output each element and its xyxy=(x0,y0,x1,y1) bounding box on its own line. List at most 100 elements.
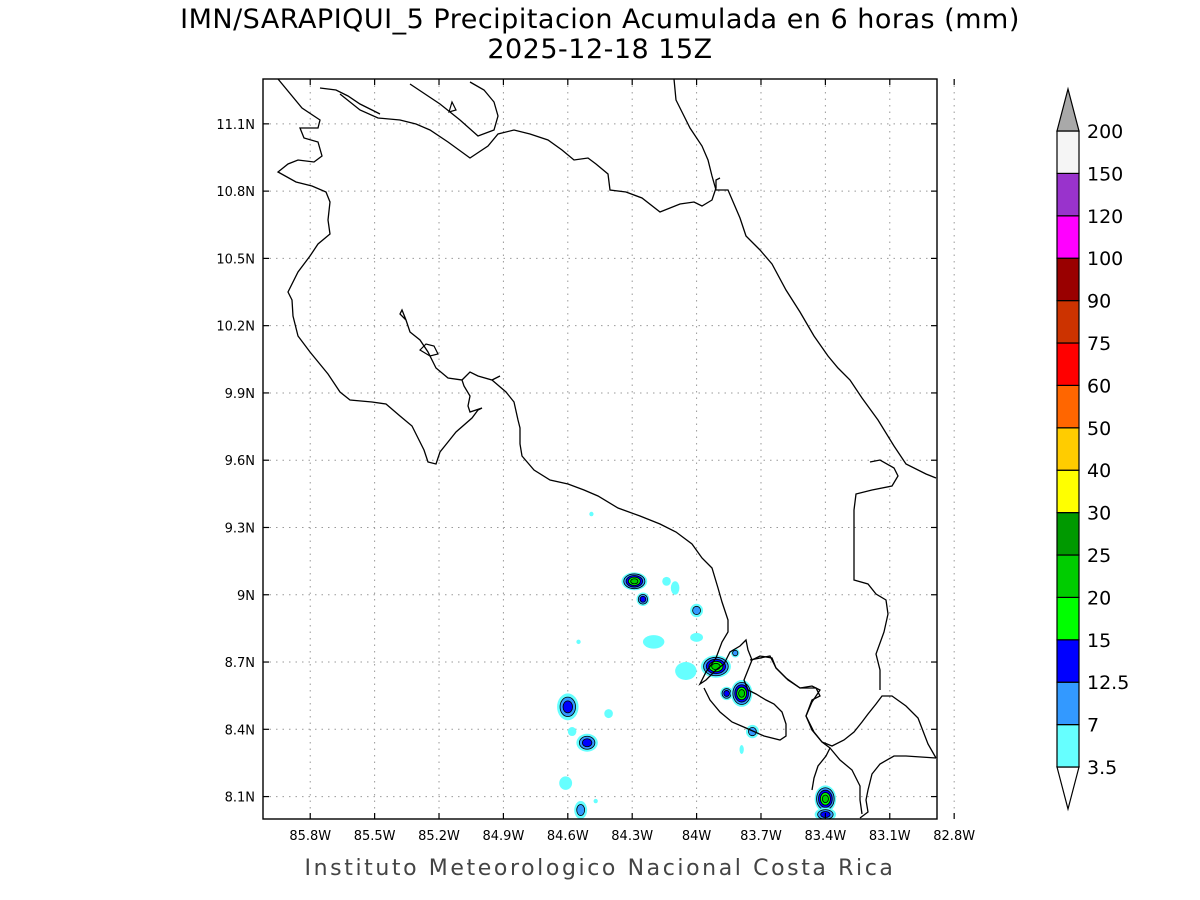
lat-tick-label: 11.1N xyxy=(216,118,255,133)
lon-tick-label: 84.6W xyxy=(547,829,589,844)
lon-tick-label: 85.5W xyxy=(354,829,396,844)
precip-contour-3_5 xyxy=(662,576,671,586)
lat-tick-label: 10.5N xyxy=(216,252,255,267)
colorbar-label: 40 xyxy=(1087,460,1111,482)
precip-contour-3_5 xyxy=(675,662,697,680)
burica-coast xyxy=(829,747,863,815)
colorbar-segment-90 xyxy=(1056,257,1080,302)
precip-contour-3_5 xyxy=(642,635,665,649)
lat-tick-label: 8.4N xyxy=(225,723,255,738)
colorbar-above-triangle xyxy=(1056,86,1080,132)
precip-contour-7 xyxy=(692,605,701,615)
colorbar-label: 25 xyxy=(1087,545,1111,567)
precip-contour-12_5 xyxy=(723,690,730,697)
lat-tick-label: 9.3N xyxy=(225,521,255,536)
precip-contour-3_5 xyxy=(690,632,704,642)
colorbar-segment-20 xyxy=(1056,554,1080,599)
lon-tick-label: 83.7W xyxy=(740,829,782,844)
colorbar-label: 15 xyxy=(1087,630,1111,652)
precip-contour-20 xyxy=(711,662,721,671)
coastline-borders xyxy=(276,79,937,819)
precip-cell xyxy=(574,801,588,819)
colorbar-label: 120 xyxy=(1087,206,1123,228)
precip-cell xyxy=(730,648,740,658)
lon-tick-label: 83.1W xyxy=(869,829,911,844)
colorbar-segment-120 xyxy=(1056,172,1080,217)
precip-cell xyxy=(559,776,573,790)
credit-text: Instituto Meteorologico Nacional Costa R… xyxy=(304,856,896,881)
precip-contour-3_5 xyxy=(739,745,744,754)
precip-cell xyxy=(557,693,579,721)
axis-ticks: 85.8W 85.5W 85.2W 84.9W 84.6W 84.3W 84W 83.7W 83… xyxy=(216,79,975,844)
colorbar-segment-50 xyxy=(1056,384,1080,429)
colorbar-segment-12_5 xyxy=(1056,639,1080,683)
colorbar-label: 100 xyxy=(1087,248,1123,270)
colorbar-segment-30 xyxy=(1056,469,1080,514)
lake-shore-north xyxy=(409,81,499,137)
precip-cell xyxy=(690,632,704,642)
colorbar-segment-7 xyxy=(1056,681,1080,726)
precip-contour-3_5 xyxy=(589,511,594,517)
small-island xyxy=(448,100,457,113)
panama-caribbean-border xyxy=(853,459,899,690)
colorbar-segment-100 xyxy=(1056,215,1080,259)
precip-contour-3_5 xyxy=(593,798,598,804)
precip-contour-3_5 xyxy=(604,709,613,719)
colorbar-label: 3.5 xyxy=(1087,757,1117,779)
precip-contour-7 xyxy=(576,804,586,816)
precip-cell xyxy=(589,511,594,517)
precip-cell xyxy=(739,745,744,754)
plot-frame xyxy=(262,78,938,820)
lon-tick-label: 85.8W xyxy=(289,829,331,844)
precip-contour-3_5 xyxy=(670,581,680,595)
colorbar-segment-150 xyxy=(1056,130,1080,175)
chart-subtitle-datetime: 2025-12-18 15Z xyxy=(487,34,713,65)
precipitation-colorbar: 3.5 7 12.5 15 20 25 30 40 50 60 75 90 100 120 150 200 xyxy=(1056,86,1129,812)
precip-cell xyxy=(576,639,581,645)
colorbar-segment-75 xyxy=(1056,300,1080,344)
precip-cell xyxy=(730,679,753,707)
colorbar-label: 200 xyxy=(1087,121,1123,143)
precip-cell xyxy=(690,603,704,618)
map-grid xyxy=(263,79,955,819)
precip-contour-20 xyxy=(738,689,746,698)
precip-cell xyxy=(642,635,665,649)
pacific-coastline xyxy=(276,79,937,759)
colorbar-segment-15 xyxy=(1056,596,1080,641)
lon-tick-label: 84W xyxy=(682,829,712,844)
colorbar-label: 12.5 xyxy=(1087,672,1129,694)
lon-tick-label: 84.9W xyxy=(483,829,525,844)
lat-tick-label: 8.7N xyxy=(225,656,255,671)
lon-tick-label: 84.3W xyxy=(611,829,653,844)
precipitation-cells xyxy=(557,511,837,819)
precip-contour-20 xyxy=(821,794,829,804)
precip-contour-7 xyxy=(732,649,739,657)
lat-tick-label: 10.2N xyxy=(216,320,255,335)
panama-border xyxy=(859,755,937,819)
colorbar-label: 50 xyxy=(1087,418,1111,440)
osa-inner-coast xyxy=(703,659,787,741)
colorbar-below-triangle xyxy=(1056,766,1080,812)
lat-tick-label: 8.1N xyxy=(225,791,255,806)
precip-cell xyxy=(814,785,837,813)
precip-cell xyxy=(567,727,577,737)
precip-cell xyxy=(604,709,613,719)
colorbar-segment-3_5 xyxy=(1056,723,1080,768)
precip-contour-3_5 xyxy=(567,727,577,737)
precip-cell xyxy=(720,686,734,701)
precip-contour-3_5 xyxy=(559,776,573,790)
lat-tick-label: 9N xyxy=(237,589,255,604)
precip-cell xyxy=(675,662,697,680)
lake-nicaragua-shore xyxy=(319,87,381,115)
precip-cell xyxy=(662,576,671,586)
colorbar-segment-60 xyxy=(1056,342,1080,387)
caribbean-coastline xyxy=(673,79,937,479)
precip-cell xyxy=(593,798,598,804)
colorbar-label: 150 xyxy=(1087,163,1123,185)
colorbar-label: 7 xyxy=(1087,715,1099,737)
precip-cell xyxy=(621,572,648,591)
precip-cell xyxy=(636,592,650,606)
precip-contour-12_5 xyxy=(581,738,593,748)
precip-contour-20 xyxy=(630,578,639,585)
